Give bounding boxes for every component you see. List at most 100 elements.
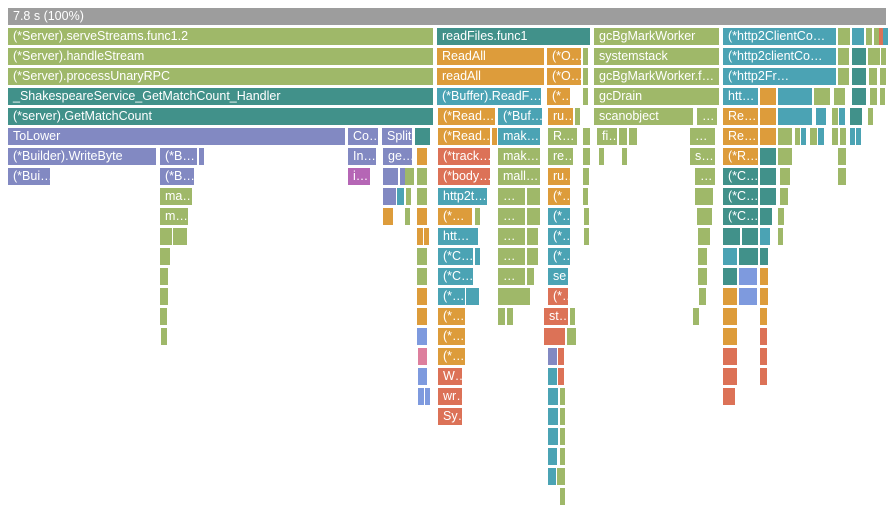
flame-bar-unlabeled[interactable]: [415, 128, 430, 145]
flame-bar-unlabeled[interactable]: [470, 288, 475, 305]
flame-bar-unlabeled[interactable]: [874, 28, 879, 45]
flame-bar[interactable]: (*…: [548, 208, 570, 225]
flame-bar-unlabeled[interactable]: [723, 248, 737, 265]
flame-bar[interactable]: gcBgMarkWorker: [594, 28, 719, 45]
flame-bar-unlabeled[interactable]: [583, 48, 588, 65]
flame-bar-unlabeled[interactable]: [527, 208, 540, 225]
flame-bar[interactable]: …: [690, 128, 715, 145]
flame-bar-unlabeled[interactable]: [418, 348, 427, 365]
flame-bar-unlabeled[interactable]: [723, 268, 737, 285]
flame-bar[interactable]: ru…: [548, 168, 570, 185]
flame-bar-unlabeled[interactable]: [417, 268, 427, 285]
flame-bar[interactable]: readAll: [437, 68, 544, 85]
flame-bar-unlabeled[interactable]: [383, 188, 396, 205]
flame-bar-unlabeled[interactable]: [723, 228, 740, 245]
flame-bar[interactable]: (*O…: [547, 68, 581, 85]
flame-bar[interactable]: (*C…: [438, 268, 473, 285]
flame-bar-unlabeled[interactable]: [698, 268, 707, 285]
flame-bar[interactable]: R…: [548, 128, 577, 145]
flame-bar-unlabeled[interactable]: [816, 108, 826, 125]
flame-bar-unlabeled[interactable]: [866, 28, 872, 45]
flame-bar[interactable]: systemstack: [594, 48, 719, 65]
flame-bar-unlabeled[interactable]: [742, 228, 758, 245]
flame-bar-unlabeled[interactable]: [778, 128, 792, 145]
flame-bar-unlabeled[interactable]: [161, 328, 167, 345]
flame-bar-unlabeled[interactable]: [697, 208, 712, 225]
flame-bar-unlabeled[interactable]: [852, 88, 866, 105]
flame-bar-unlabeled[interactable]: [548, 408, 558, 425]
flame-bar-unlabeled[interactable]: [760, 188, 776, 205]
flame-bar[interactable]: Re…: [723, 108, 758, 125]
flame-bar-unlabeled[interactable]: [778, 148, 792, 165]
flame-bar[interactable]: i…: [348, 168, 370, 185]
flame-bar-unlabeled[interactable]: [870, 88, 877, 105]
flame-bar-unlabeled[interactable]: [583, 68, 588, 85]
flame-bar-unlabeled[interactable]: [599, 148, 604, 165]
flame-bar[interactable]: (*B…: [160, 148, 197, 165]
flame-bar-unlabeled[interactable]: [199, 148, 204, 165]
flame-bar-unlabeled[interactable]: [560, 468, 565, 485]
flame-bar[interactable]: (*Read…: [438, 108, 495, 125]
flame-bar-unlabeled[interactable]: [739, 288, 757, 305]
flame-bar[interactable]: (*body…: [438, 168, 490, 185]
flame-bar[interactable]: (*…: [438, 208, 472, 225]
flame-bar[interactable]: gcBgMarkWorker.f…: [594, 68, 719, 85]
flame-bar[interactable]: (*C…: [438, 248, 473, 265]
flame-bar-unlabeled[interactable]: [417, 208, 427, 225]
flame-bar-unlabeled[interactable]: [560, 488, 565, 505]
flame-bar[interactable]: (*Builder).WriteByte: [8, 148, 156, 165]
flame-bar[interactable]: htt…: [438, 228, 478, 245]
flame-bar[interactable]: ReadAll: [437, 48, 544, 65]
flame-bar-unlabeled[interactable]: [558, 368, 564, 385]
flame-bar[interactable]: Re…: [723, 128, 758, 145]
flame-bar-unlabeled[interactable]: [760, 308, 767, 325]
flame-bar-unlabeled[interactable]: [832, 108, 838, 125]
flame-bar-unlabeled[interactable]: [583, 168, 589, 185]
flame-bar-unlabeled[interactable]: [400, 168, 405, 185]
flame-bar[interactable]: (*C…: [723, 168, 758, 185]
flame-bar-unlabeled[interactable]: [498, 308, 505, 325]
flame-bar-unlabeled[interactable]: [571, 328, 576, 345]
flame-bar-unlabeled[interactable]: [548, 368, 557, 385]
flame-bar-unlabeled[interactable]: [760, 228, 770, 245]
flame-bar-unlabeled[interactable]: [418, 368, 427, 385]
flame-bar[interactable]: se…: [548, 268, 568, 285]
flame-bar[interactable]: (*Server).handleStream: [8, 48, 433, 65]
flame-bar[interactable]: (*O…: [547, 48, 581, 65]
flame-bar-unlabeled[interactable]: [575, 108, 580, 125]
flame-bar[interactable]: mak…: [498, 148, 540, 165]
flame-bar-unlabeled[interactable]: [723, 328, 737, 345]
flame-bar-unlabeled[interactable]: [466, 288, 471, 305]
flame-bar-unlabeled[interactable]: [570, 308, 575, 325]
flame-bar-unlabeled[interactable]: [760, 128, 776, 145]
flame-bar-unlabeled[interactable]: [417, 188, 427, 205]
flame-bar[interactable]: wr…: [438, 388, 462, 405]
flame-bar-unlabeled[interactable]: [838, 48, 849, 65]
flame-bar[interactable]: re…: [548, 148, 573, 165]
flame-bar[interactable]: …: [498, 208, 525, 225]
flame-bar[interactable]: fi…: [597, 128, 617, 145]
flame-bar-unlabeled[interactable]: [850, 108, 862, 125]
flame-bar[interactable]: (*track…: [438, 148, 490, 165]
flame-bar[interactable]: (*C…: [723, 188, 758, 205]
flame-bar-unlabeled[interactable]: [619, 128, 627, 145]
flame-bar[interactable]: …: [498, 228, 525, 245]
flame-bar[interactable]: (*…: [438, 288, 465, 305]
flame-bar-unlabeled[interactable]: [560, 408, 565, 425]
flame-bar-unlabeled[interactable]: [583, 188, 588, 205]
flame-bar-unlabeled[interactable]: [880, 68, 886, 85]
flame-bar[interactable]: (*http2Fr…: [723, 68, 836, 85]
flame-bar-unlabeled[interactable]: [723, 348, 737, 365]
flame-bar[interactable]: mall…: [498, 168, 540, 185]
flame-bar[interactable]: (*…: [547, 88, 570, 105]
flame-bar-unlabeled[interactable]: [838, 68, 849, 85]
flame-bar-unlabeled[interactable]: [418, 388, 424, 405]
flame-bar-unlabeled[interactable]: [548, 468, 556, 485]
flame-bar-unlabeled[interactable]: [160, 288, 168, 305]
flame-bar-unlabeled[interactable]: [160, 248, 170, 265]
flame-bar-unlabeled[interactable]: [852, 48, 866, 65]
flame-bar-unlabeled[interactable]: [417, 288, 427, 305]
flame-bar-unlabeled[interactable]: [868, 108, 873, 125]
flame-bar[interactable]: (*Bui…: [8, 168, 50, 185]
flame-bar-unlabeled[interactable]: [383, 208, 393, 225]
